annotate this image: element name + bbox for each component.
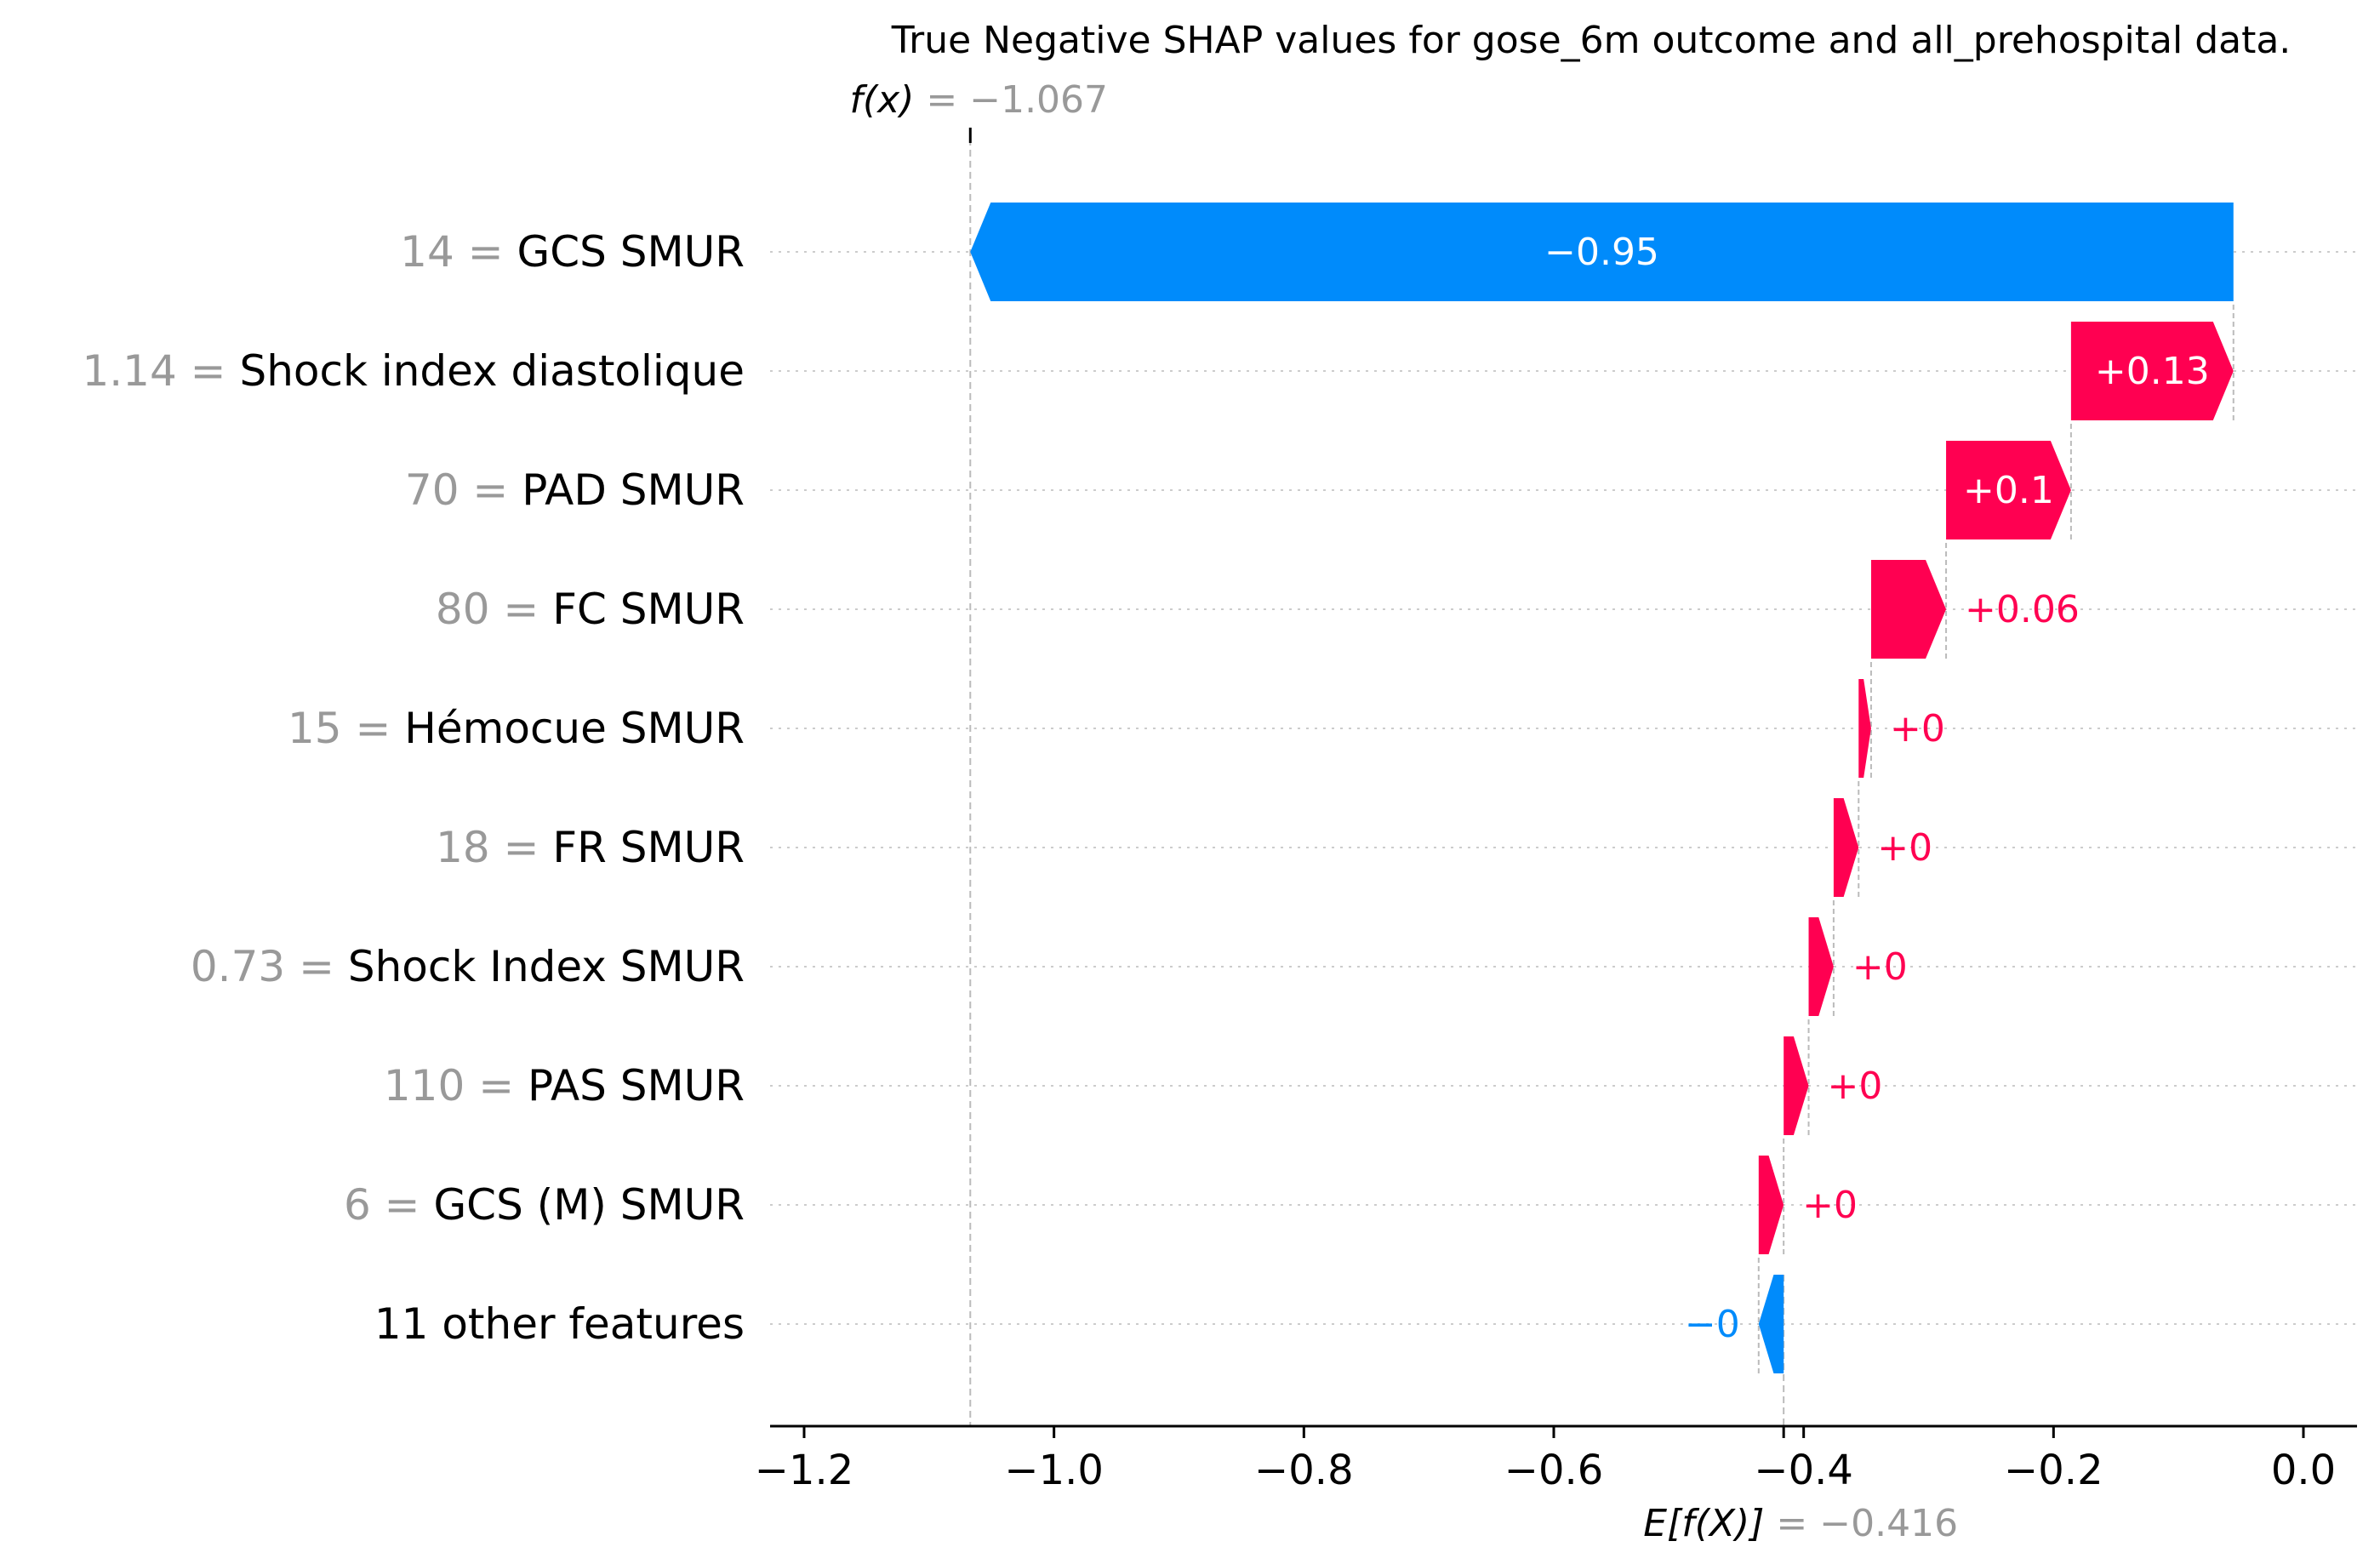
negative-bar	[1758, 1275, 1784, 1373]
positive-bar	[1833, 798, 1859, 897]
fx-value: = −1.067	[926, 78, 1108, 122]
efx-text: E[f(X)] = −0.416	[1643, 1502, 1958, 1545]
feature-name: Shock Index SMUR	[348, 942, 745, 991]
feature-name: PAD SMUR	[522, 465, 745, 515]
feature-name: PAS SMUR	[528, 1061, 745, 1110]
positive-bar	[1946, 441, 2071, 539]
feature-label: 6 = GCS (M) SMUR	[344, 1180, 745, 1230]
efx-label: E[f(X)] = −0.416	[1643, 1502, 1958, 1545]
shap-value-label: −0	[1685, 1303, 1740, 1346]
feature-label: 1.14 = Shock index diastolique	[82, 346, 745, 396]
feature-value: 70 =	[405, 465, 522, 515]
x-tick-label: −0.6	[1504, 1447, 1604, 1494]
x-axis: −1.2 −1.0 −0.8 −0.6 −0.4 −0.2 0.0	[755, 1424, 2357, 1494]
feature-name: GCS SMUR	[517, 227, 745, 277]
guide-lines	[770, 128, 2357, 1426]
shap-value-label: −0.95	[1544, 231, 1659, 274]
feature-value: 110 =	[384, 1061, 528, 1110]
feature-label: 18 = FR SMUR	[436, 823, 745, 872]
feature-rows: 14 = GCS SMUR −0.95 1.14 = Shock index dia…	[82, 203, 2234, 1373]
feature-name: Hémocue SMUR	[404, 704, 745, 753]
feature-name: FC SMUR	[552, 585, 745, 634]
shap-value-label: +0.06	[1965, 588, 2080, 631]
shap-value-label: +0.1	[1963, 469, 2054, 512]
feature-value: 15 =	[288, 704, 404, 753]
feature-value: 80 =	[436, 585, 552, 634]
x-tick-label: −1.2	[755, 1447, 854, 1494]
feature-value: 0.73 =	[191, 942, 348, 991]
feature-label: 14 = GCS SMUR	[400, 227, 745, 277]
fx-symbol: f(x)	[850, 78, 927, 122]
feature-name: 11 other features	[374, 1299, 745, 1349]
shap-value-label: +0	[1802, 1184, 1858, 1227]
x-tick-label: 0.0	[2271, 1447, 2336, 1494]
feature-name: FR SMUR	[552, 823, 745, 872]
x-tick-label: −0.4	[1754, 1447, 1853, 1494]
feature-value: 1.14 =	[82, 346, 239, 396]
shap-value-label: +0	[1828, 1065, 1883, 1108]
shap-value-label: +0	[1890, 707, 1945, 751]
positive-bar	[1758, 1156, 1784, 1254]
fx-label: f(x) = −1.067	[850, 78, 1109, 122]
feature-value: 14 =	[400, 227, 517, 277]
feature-label: 70 = PAD SMUR	[405, 465, 745, 515]
x-tick-label: −1.0	[1004, 1447, 1104, 1494]
feature-name: GCS (M) SMUR	[433, 1180, 745, 1230]
feature-label: 80 = FC SMUR	[436, 585, 745, 634]
feature-label: 110 = PAS SMUR	[384, 1061, 745, 1110]
positive-bar	[1870, 560, 1947, 659]
shap-value-label: +0	[1852, 945, 1908, 989]
fx-text: f(x) = −1.067	[850, 78, 1109, 122]
x-tick-label: −0.2	[2004, 1447, 2103, 1494]
chart-title: True Negative SHAP values for gose_6m ou…	[891, 19, 2292, 62]
shap-value-label: +0	[1877, 826, 1932, 870]
feature-name: Shock index diastolique	[239, 346, 745, 396]
x-tick-label: −0.8	[1254, 1447, 1354, 1494]
positive-bar	[2070, 322, 2234, 420]
positive-bar	[1808, 917, 1834, 1016]
efx-value: = −0.416	[1776, 1502, 1958, 1545]
feature-label: 15 = Hémocue SMUR	[288, 704, 745, 753]
feature-value: 6 =	[344, 1180, 434, 1230]
feature-value: 18 =	[436, 823, 552, 872]
efx-symbol: E[f(X)]	[1643, 1502, 1776, 1545]
negative-bar	[970, 203, 2234, 301]
feature-label: 11 other features	[374, 1299, 745, 1349]
shap-value-label: +0.13	[2095, 350, 2210, 393]
positive-bar	[1858, 679, 1871, 778]
feature-label: 0.73 = Shock Index SMUR	[191, 942, 745, 991]
positive-bar	[1784, 1036, 1809, 1135]
